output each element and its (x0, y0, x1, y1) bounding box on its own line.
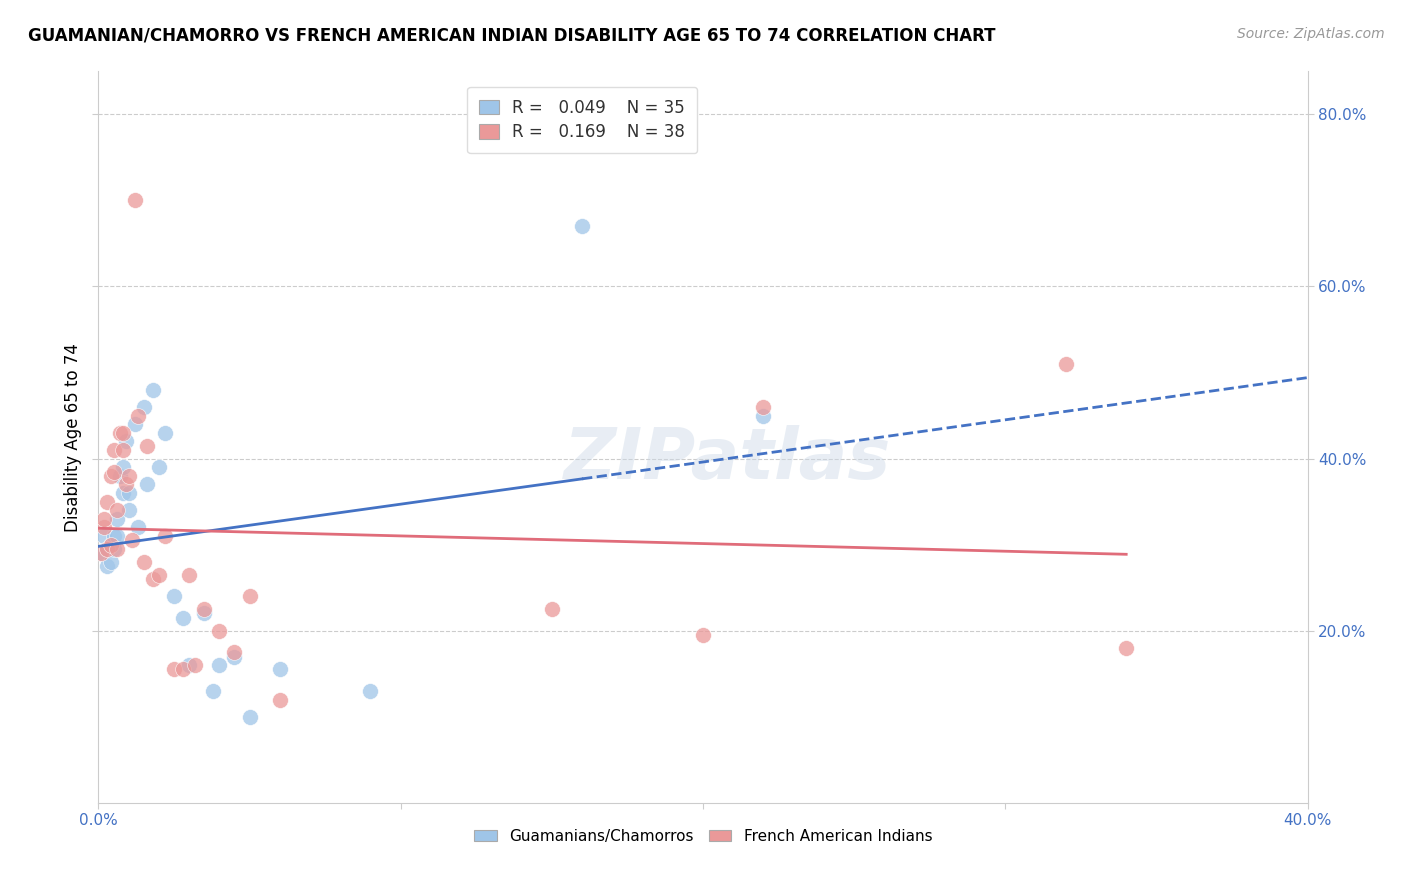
Point (96, 494, 118, 508)
Legend: Guamanians/Chamorros, French American Indians: Guamanians/Chamorros, French American In… (468, 822, 938, 850)
Point (142, 572, 165, 586)
Point (111, 425, 134, 440)
Point (93, 520, 115, 534)
Point (124, 194, 146, 208)
Point (124, 417, 146, 432)
Point (184, 658, 207, 673)
Point (105, 512, 128, 526)
Point (111, 442, 134, 457)
Point (132, 555, 155, 569)
Point (692, 628, 714, 642)
Point (193, 602, 215, 616)
Point (93, 529, 115, 543)
Point (1054, 357, 1077, 371)
Point (172, 611, 194, 625)
Point (103, 465, 125, 479)
Point (179, 567, 201, 582)
Point (103, 529, 125, 543)
Point (114, 434, 136, 449)
Point (132, 400, 155, 414)
Point (752, 400, 775, 414)
Point (1115, 640, 1137, 655)
Point (360, 684, 382, 698)
Point (208, 624, 231, 638)
Point (239, 589, 262, 603)
Point (103, 541, 125, 556)
Point (202, 684, 225, 698)
Point (163, 662, 186, 676)
Y-axis label: Disability Age 65 to 74: Disability Age 65 to 74 (63, 343, 82, 532)
Point (135, 477, 157, 491)
Point (172, 662, 194, 676)
Point (269, 662, 291, 676)
Point (90, 546, 112, 560)
Point (142, 383, 165, 397)
Point (105, 503, 128, 517)
Point (163, 589, 186, 603)
Point (118, 503, 141, 517)
Point (108, 425, 131, 440)
Point (224, 645, 246, 659)
Point (108, 468, 131, 483)
Point (153, 529, 176, 543)
Point (111, 486, 134, 500)
Point (148, 567, 170, 582)
Point (127, 520, 149, 534)
Point (105, 529, 128, 543)
Point (179, 658, 201, 673)
Text: GUAMANIAN/CHAMORRO VS FRENCH AMERICAN INDIAN DISABILITY AGE 65 TO 74 CORRELATION: GUAMANIAN/CHAMORRO VS FRENCH AMERICAN IN… (28, 27, 995, 45)
Point (148, 460, 170, 475)
Point (90, 546, 112, 560)
Point (96, 559, 118, 574)
Point (269, 692, 291, 706)
Point (114, 477, 136, 491)
Point (100, 468, 122, 483)
Point (105, 541, 128, 556)
Point (224, 649, 246, 664)
Point (103, 442, 125, 457)
Text: Source: ZipAtlas.com: Source: ZipAtlas.com (1237, 27, 1385, 41)
Point (752, 409, 775, 423)
Point (100, 538, 122, 552)
Point (135, 439, 157, 453)
Point (118, 468, 141, 483)
Point (153, 425, 176, 440)
Text: ZIPatlas: ZIPatlas (564, 425, 891, 493)
Point (208, 658, 231, 673)
Point (239, 710, 262, 724)
Point (193, 607, 215, 621)
Point (127, 409, 149, 423)
Point (571, 219, 593, 234)
Point (118, 486, 141, 500)
Point (96, 541, 118, 556)
Point (100, 555, 122, 569)
Point (96, 541, 118, 556)
Point (111, 460, 134, 475)
Point (540, 602, 562, 616)
Point (93, 512, 115, 526)
Point (121, 533, 143, 548)
Point (100, 538, 122, 552)
